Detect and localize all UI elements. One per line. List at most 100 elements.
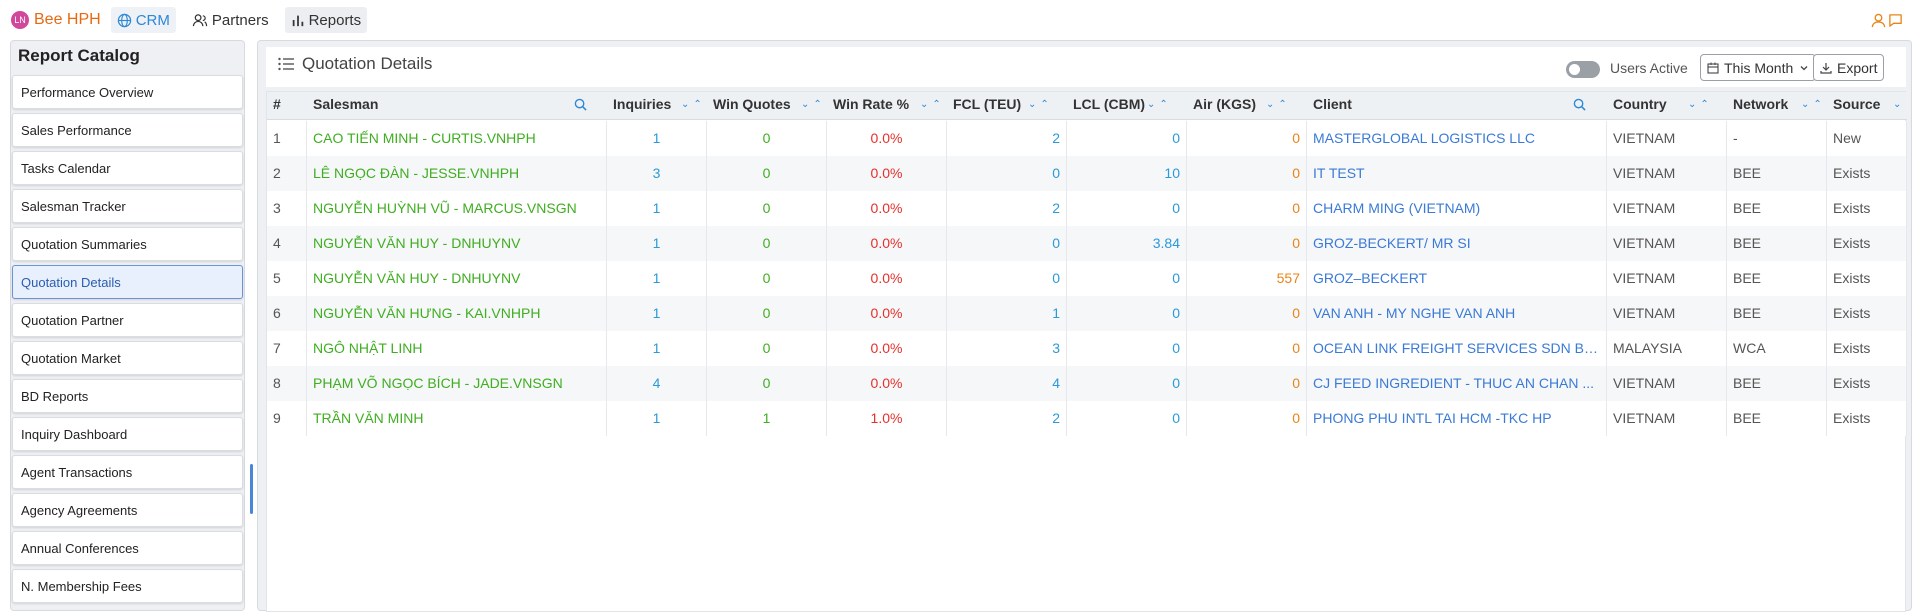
nav-crm[interactable]: CRM: [110, 7, 176, 33]
cell-network: BEE: [1727, 226, 1827, 261]
nav-reports-label: Reports: [308, 11, 362, 29]
nav-reports[interactable]: Reports: [284, 7, 368, 33]
sort-icon[interactable]: ⌄⌃: [1801, 99, 1826, 110]
quotation-table: # Salesman Inquiries ⌄⌃ Win Quotes ⌄⌃ Wi…: [266, 91, 1907, 612]
cell-num: 5: [267, 261, 307, 296]
nav-crm-label: CRM: [135, 11, 170, 29]
sidebar-item-performance-overview[interactable]: Performance Overview: [12, 75, 243, 109]
cell-air: 0: [1187, 296, 1307, 331]
cell-client[interactable]: GROZ-BECKERT/ MR SI: [1307, 226, 1607, 261]
cell-win-rate: 1.0%: [827, 401, 947, 436]
sidebar-item-membership-fees[interactable]: N. Membership Fees: [12, 569, 243, 603]
sidebar-item-quotation-details[interactable]: Quotation Details: [12, 265, 243, 299]
sidebar-item-inquiry-dashboard[interactable]: Inquiry Dashboard: [12, 417, 243, 451]
sidebar-scrollbar[interactable]: [250, 464, 253, 514]
cell-inquiries: 1: [607, 121, 707, 156]
cell-win-quotes: 0: [707, 366, 827, 401]
cell-network: BEE: [1727, 191, 1827, 226]
export-button[interactable]: Export: [1813, 54, 1885, 81]
list-icon: [278, 57, 294, 71]
brand[interactable]: LN Bee HPH: [11, 7, 101, 33]
col-header-source[interactable]: Source: [1833, 96, 1881, 112]
sidebar-item-agent-transactions[interactable]: Agent Transactions: [12, 455, 243, 489]
cell-client[interactable]: MASTERGLOBAL LOGISTICS LLC: [1307, 121, 1607, 156]
cell-air: 0: [1187, 121, 1307, 156]
cell-lcl: 0: [1067, 331, 1187, 366]
cell-num: 9: [267, 401, 307, 436]
sidebar-item-quotation-summaries[interactable]: Quotation Summaries: [12, 227, 243, 261]
sidebar-item-sales-performance[interactable]: Sales Performance: [12, 113, 243, 147]
col-header-fcl[interactable]: FCL (TEU): [953, 96, 1022, 112]
table-header: # Salesman Inquiries ⌄⌃ Win Quotes ⌄⌃ Wi…: [267, 92, 1907, 120]
cell-win-quotes: 1: [707, 401, 827, 436]
sort-icon[interactable]: ⌄⌃: [1028, 99, 1053, 110]
sidebar-item-bd-reports[interactable]: BD Reports: [12, 379, 243, 413]
table-row[interactable]: 4 NGUYỄN VĂN HUY - DNHUYNV 1 0 0.0% 0 3.84 0 GRO…: [267, 226, 1907, 261]
cell-win-rate: 0.0%: [827, 366, 947, 401]
sidebar-item-agency-agreements[interactable]: Agency Agreements: [12, 493, 243, 527]
sort-icon[interactable]: ⌄⌃: [1147, 99, 1172, 110]
table-row[interactable]: 9 TRẦN VĂN MINH 1 1 1.0% 2 0 0 PHONG PHU INTL TA…: [267, 401, 1907, 436]
cell-win-rate: 0.0%: [827, 156, 947, 191]
cell-client[interactable]: GROZ–BECKERT: [1307, 261, 1607, 296]
cell-country: VIETNAM: [1607, 156, 1727, 191]
cell-client[interactable]: CHARM MING (VIETNAM): [1307, 191, 1607, 226]
table-row[interactable]: 7 NGÔ NHẬT LINH 1 0 0.0% 3 0 0 OCEAN LINK FREIGH…: [267, 331, 1907, 366]
user-icon[interactable]: [1871, 13, 1886, 28]
sort-icon[interactable]: ⌄⌃: [1688, 99, 1713, 110]
sidebar-item-quotation-partner[interactable]: Quotation Partner: [12, 303, 243, 337]
sidebar-item-tasks-calendar[interactable]: Tasks Calendar: [12, 151, 243, 185]
sort-icon[interactable]: ⌄⌃: [1266, 99, 1291, 110]
period-select[interactable]: This Month: [1700, 54, 1817, 81]
table-row[interactable]: 3 NGUYỄN HUỲNH VŨ - MARCUS.VNSGN 1 0 0.0% 2 0 0…: [267, 191, 1907, 226]
col-header-network[interactable]: Network: [1733, 96, 1789, 112]
table-row[interactable]: 8 PHẠM VÕ NGỌC BÍCH - JADE.VNSGN 4 0 0.0% 4 0 0…: [267, 366, 1907, 401]
cell-client[interactable]: PHONG PHU INTL TAI HCM -TKC HP: [1307, 401, 1607, 436]
users-active-toggle[interactable]: [1566, 61, 1600, 78]
calendar-icon: [1707, 62, 1719, 74]
cell-network: WCA: [1727, 331, 1827, 366]
table-row[interactable]: 6 NGUYỄN VĂN HƯNG - KAI.VNHPH 1 0 0.0% 1 0 0 VAN…: [267, 296, 1907, 331]
col-header-air[interactable]: Air (KGS): [1193, 96, 1256, 112]
cell-client[interactable]: OCEAN LINK FREIGHT SERVICES SDN BH...: [1307, 331, 1607, 366]
cell-win-rate: 0.0%: [827, 191, 947, 226]
table-row[interactable]: 1 CAO TIẾN MINH - CURTIS.VNHPH 1 0 0.0% 2 0 0 MA…: [267, 121, 1907, 156]
table-row[interactable]: 5 NGUYỄN VĂN HUY - DNHUYNV 1 0 0.0% 0 0 557 GROZ…: [267, 261, 1907, 296]
cell-salesman: LÊ NGỌC ĐÀN - JESSE.VNHPH: [307, 156, 607, 191]
table-row[interactable]: 2 LÊ NGỌC ĐÀN - JESSE.VNHPH 3 0 0.0% 0 10 0 IT T…: [267, 156, 1907, 191]
sidebar-title: Report Catalog: [18, 46, 140, 65]
sort-icon[interactable]: ⌄: [1893, 99, 1906, 110]
cell-salesman: NGUYỄN VĂN HUY - DNHUYNV: [307, 261, 607, 296]
cell-country: VIETNAM: [1607, 261, 1727, 296]
col-header-client[interactable]: Client: [1313, 96, 1352, 112]
cell-win-rate: 0.0%: [827, 226, 947, 261]
globe-icon: [117, 13, 131, 27]
col-header-salesman[interactable]: Salesman: [313, 96, 379, 112]
chat-icon[interactable]: [1888, 13, 1903, 28]
sidebar-item-quotation-market[interactable]: Quotation Market: [12, 341, 243, 375]
sort-icon[interactable]: ⌄⌃: [920, 99, 945, 110]
cell-source: Exists: [1827, 401, 1907, 436]
sort-icon[interactable]: ⌄⌃: [681, 99, 706, 110]
col-header-lcl[interactable]: LCL (CBM): [1073, 96, 1146, 112]
cell-client[interactable]: CJ FEED INGREDIENT - THUC AN CHAN ...: [1307, 366, 1607, 401]
cell-client[interactable]: IT TEST: [1307, 156, 1607, 191]
nav-partners[interactable]: Partners: [186, 7, 275, 33]
cell-source: New: [1827, 121, 1907, 156]
search-icon[interactable]: [1573, 98, 1586, 111]
cell-country: VIETNAM: [1607, 401, 1727, 436]
cell-fcl: 0: [947, 226, 1067, 261]
cell-client[interactable]: VAN ANH - MY NGHE VAN ANH: [1307, 296, 1607, 331]
cell-air: 0: [1187, 191, 1307, 226]
sidebar-item-salesman-tracker[interactable]: Salesman Tracker: [12, 189, 243, 223]
cell-air: 0: [1187, 156, 1307, 191]
search-icon[interactable]: [574, 98, 587, 111]
col-header-country[interactable]: Country: [1613, 96, 1667, 112]
sidebar-item-annual-conferences[interactable]: Annual Conferences: [12, 531, 243, 565]
col-header-win-rate[interactable]: Win Rate %: [833, 96, 910, 112]
cell-lcl: 0: [1067, 121, 1187, 156]
cell-win-rate: 0.0%: [827, 296, 947, 331]
col-header-inquiries[interactable]: Inquiries: [613, 96, 672, 112]
col-header-win-quotes[interactable]: Win Quotes: [713, 96, 791, 112]
sort-icon[interactable]: ⌄⌃: [801, 99, 826, 110]
